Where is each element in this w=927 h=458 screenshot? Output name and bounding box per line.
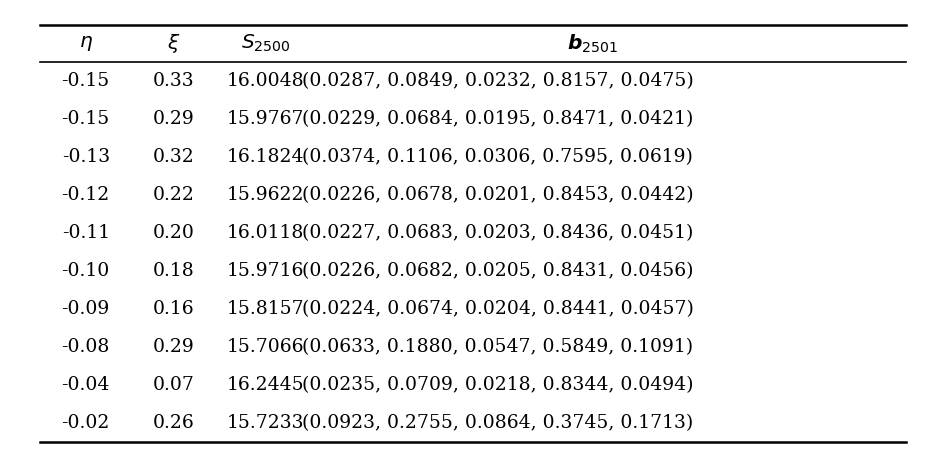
Text: 0.22: 0.22 (152, 186, 194, 204)
Text: 0.16: 0.16 (152, 300, 194, 318)
Text: 16.2445: 16.2445 (226, 376, 304, 394)
Text: -0.15: -0.15 (61, 110, 109, 128)
Text: 0.32: 0.32 (152, 148, 194, 166)
Text: $\eta$: $\eta$ (79, 34, 93, 53)
Text: -0.09: -0.09 (61, 300, 109, 318)
Text: 15.7066: 15.7066 (226, 338, 304, 356)
Text: -0.10: -0.10 (61, 262, 109, 280)
Text: 0.26: 0.26 (152, 414, 194, 432)
Text: (0.0227, 0.0683, 0.0203, 0.8436, 0.0451): (0.0227, 0.0683, 0.0203, 0.8436, 0.0451) (302, 224, 693, 242)
Text: 0.18: 0.18 (152, 262, 194, 280)
Text: (0.0633, 0.1880, 0.0547, 0.5849, 0.1091): (0.0633, 0.1880, 0.0547, 0.5849, 0.1091) (302, 338, 693, 356)
Text: $\xi$: $\xi$ (167, 33, 180, 55)
Text: (0.0226, 0.0682, 0.0205, 0.8431, 0.0456): (0.0226, 0.0682, 0.0205, 0.8431, 0.0456) (302, 262, 693, 280)
Text: 15.9767: 15.9767 (226, 110, 304, 128)
Text: 15.8157: 15.8157 (226, 300, 304, 318)
Text: -0.02: -0.02 (61, 414, 110, 432)
Text: 0.29: 0.29 (152, 110, 194, 128)
Text: -0.15: -0.15 (61, 72, 109, 90)
Text: 0.07: 0.07 (152, 376, 194, 394)
Text: (0.0224, 0.0674, 0.0204, 0.8441, 0.0457): (0.0224, 0.0674, 0.0204, 0.8441, 0.0457) (302, 300, 694, 318)
Text: 16.1824: 16.1824 (226, 148, 304, 166)
Text: (0.0374, 0.1106, 0.0306, 0.7595, 0.0619): (0.0374, 0.1106, 0.0306, 0.7595, 0.0619) (302, 148, 693, 166)
Text: 0.29: 0.29 (152, 338, 194, 356)
Text: 16.0048: 16.0048 (226, 72, 304, 90)
Text: -0.12: -0.12 (61, 186, 109, 204)
Text: -0.08: -0.08 (61, 338, 110, 356)
Text: 0.20: 0.20 (152, 224, 194, 242)
Text: 0.33: 0.33 (152, 72, 194, 90)
Text: (0.0923, 0.2755, 0.0864, 0.3745, 0.1713): (0.0923, 0.2755, 0.0864, 0.3745, 0.1713) (302, 414, 693, 432)
Text: $S_{2500}$: $S_{2500}$ (241, 33, 290, 55)
Text: 15.9622: 15.9622 (226, 186, 304, 204)
Text: (0.0229, 0.0684, 0.0195, 0.8471, 0.0421): (0.0229, 0.0684, 0.0195, 0.8471, 0.0421) (302, 110, 693, 128)
Text: $\boldsymbol{b}_{2501}$: $\boldsymbol{b}_{2501}$ (567, 33, 618, 55)
Text: (0.0287, 0.0849, 0.0232, 0.8157, 0.0475): (0.0287, 0.0849, 0.0232, 0.8157, 0.0475) (302, 72, 694, 90)
Text: -0.13: -0.13 (61, 148, 109, 166)
Text: 15.9716: 15.9716 (227, 262, 304, 280)
Text: (0.0235, 0.0709, 0.0218, 0.8344, 0.0494): (0.0235, 0.0709, 0.0218, 0.8344, 0.0494) (302, 376, 693, 394)
Text: 16.0118: 16.0118 (227, 224, 304, 242)
Text: 15.7233: 15.7233 (226, 414, 304, 432)
Text: (0.0226, 0.0678, 0.0201, 0.8453, 0.0442): (0.0226, 0.0678, 0.0201, 0.8453, 0.0442) (302, 186, 694, 204)
Text: -0.11: -0.11 (61, 224, 109, 242)
Text: -0.04: -0.04 (61, 376, 110, 394)
